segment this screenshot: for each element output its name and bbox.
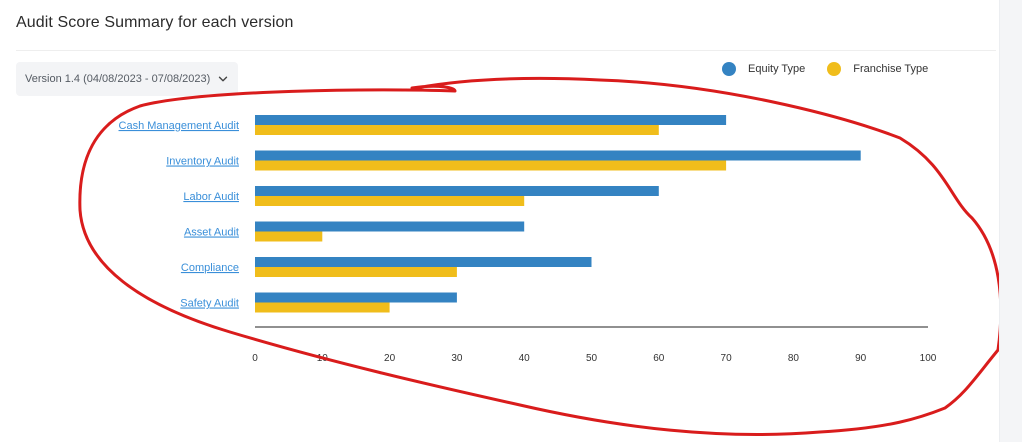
legend-label-franchise: Franchise Type (853, 63, 929, 75)
category-label[interactable]: Labor Audit (183, 191, 239, 203)
x-tick-label: 70 (721, 353, 733, 364)
category-label[interactable]: Asset Audit (184, 227, 239, 239)
legend-item-franchise[interactable]: Franchise Type (827, 62, 928, 76)
bar-equity[interactable] (255, 221, 525, 232)
x-tick-label: 90 (855, 353, 867, 364)
bar-equity[interactable] (255, 150, 861, 161)
chevron-down-icon (218, 74, 228, 84)
bar-franchise[interactable] (255, 231, 323, 242)
x-tick-label: 30 (451, 353, 463, 364)
x-tick-label: 20 (384, 353, 396, 364)
bar-equity[interactable] (255, 257, 592, 267)
legend-label-equity: Equity Type (748, 63, 806, 75)
red-annotation-circle (78, 76, 1003, 436)
x-tick-label: 80 (788, 353, 800, 364)
bar-equity[interactable] (255, 292, 457, 303)
x-tick-label: 40 (519, 353, 531, 364)
legend-swatch-equity (722, 62, 736, 76)
category-label[interactable]: Safety Audit (180, 298, 239, 310)
bar-franchise[interactable] (255, 160, 727, 171)
bar-equity[interactable] (255, 186, 659, 196)
x-tick-label: 50 (586, 353, 598, 364)
category-label[interactable]: Compliance (181, 262, 239, 274)
header-divider (16, 50, 996, 51)
version-select-value: Version 1.4 (04/08/2023 - 07/08/2023) (25, 73, 211, 85)
x-tick-label: 0 (252, 353, 258, 364)
x-tick-label: 100 (920, 353, 937, 364)
bar-franchise[interactable] (255, 302, 390, 313)
bar-franchise[interactable] (255, 267, 457, 277)
bar-franchise[interactable] (255, 125, 659, 135)
x-tick-label: 60 (653, 353, 665, 364)
bar-equity[interactable] (255, 115, 727, 125)
version-select[interactable]: Version 1.4 (04/08/2023 - 07/08/2023) (16, 62, 238, 96)
chart-legend: Equity Type Franchise Type (722, 62, 950, 76)
page-title: Audit Score Summary for each version (16, 14, 294, 31)
legend-item-equity[interactable]: Equity Type (722, 62, 805, 76)
bar-franchise[interactable] (255, 196, 525, 206)
category-label[interactable]: Inventory Audit (166, 156, 239, 168)
scrollbar-track[interactable] (999, 0, 1022, 442)
category-label[interactable]: Cash Management Audit (119, 120, 239, 132)
legend-swatch-franchise (827, 62, 842, 76)
